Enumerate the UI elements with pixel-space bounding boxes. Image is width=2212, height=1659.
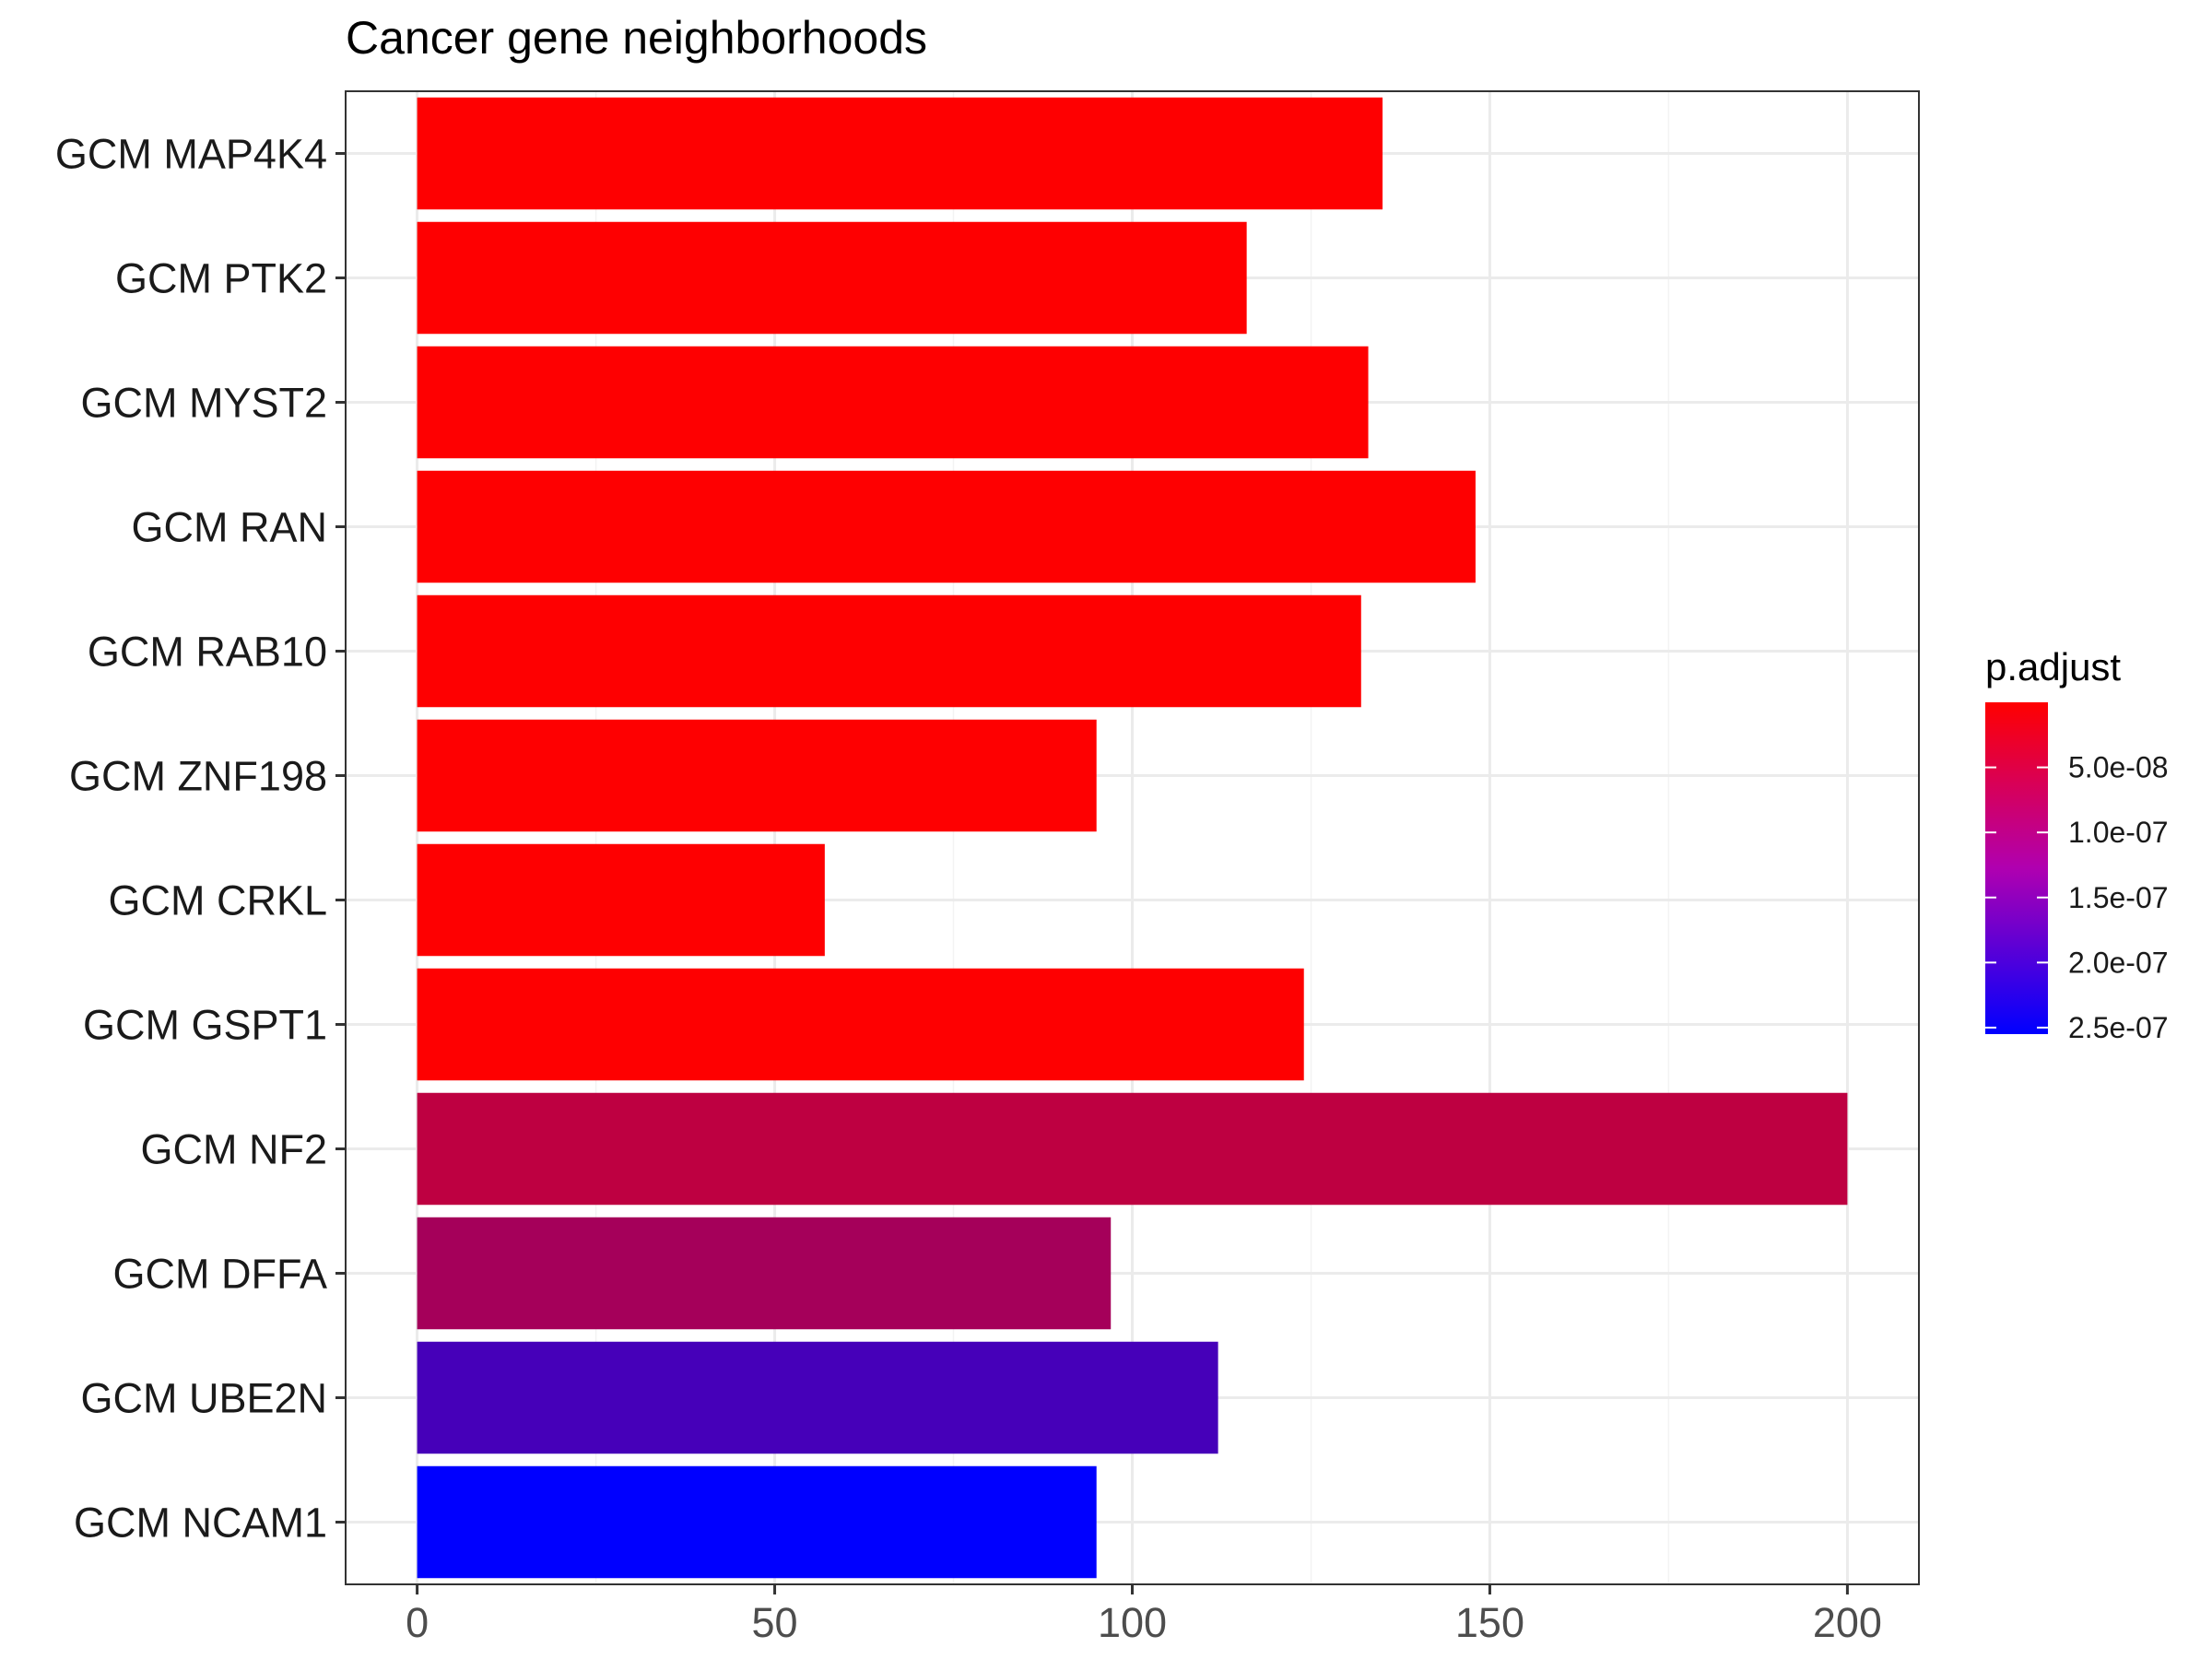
x-tick-label: 200 [1813,1599,1882,1646]
bar [418,1093,1848,1206]
y-tick-label: GCM NF2 [141,1126,328,1173]
y-tick-label: GCM NCAM1 [74,1500,327,1547]
bar [418,471,1476,583]
color-legend: p.adjust 5.0e-08 1.0e-07 1.5e-07 2.0e-07 2.5e… [1985,645,2169,1044]
bar [418,595,1361,708]
bar [418,1342,1218,1454]
y-tick-label: GCM PTK2 [115,255,327,302]
legend-colorbar [1985,702,2048,1034]
bar [418,1466,1097,1579]
x-tick-label: 0 [406,1599,429,1646]
y-tick-label: GCM UBE2N [80,1375,327,1422]
legend-tick-label: 2.5e-07 [2068,1011,2169,1044]
legend-tick-label: 2.0e-07 [2068,946,2169,979]
y-tick-label: GCM RAN [132,504,328,551]
y-tick-label: GCM GSPT1 [83,1002,327,1049]
x-tick-label: 150 [1455,1599,1524,1646]
y-tick-label: GCM CRKL [108,877,327,924]
y-tick-label: GCM RAB10 [88,629,327,676]
y-tick-label: GCM ZNF198 [69,753,327,800]
y-tick-label: GCM DFFA [113,1251,328,1298]
bar [418,1218,1112,1330]
y-tick-label: GCM MAP4K4 [55,131,327,178]
bar [418,347,1369,459]
y-axis: GCM MAP4K4 GCM PTK2 GCM MYST2 GCM RAN GCM RA… [55,131,346,1547]
x-tick-label: 100 [1098,1599,1167,1646]
x-tick-label: 50 [752,1599,798,1646]
bar [418,720,1097,832]
bar [418,969,1304,1081]
legend-tick-label: 1.5e-07 [2068,881,2169,914]
bar [418,98,1382,210]
chart-title: Cancer gene neighborhoods [346,12,927,64]
legend-tick-label: 1.0e-07 [2068,816,2169,849]
bar [418,844,825,957]
x-axis: 0 50 100 150 200 [406,1584,1882,1646]
bar [418,222,1247,335]
legend-tick-label: 5.0e-08 [2068,751,2169,784]
y-tick-label: GCM MYST2 [80,380,327,427]
legend-title: p.adjust [1985,645,2121,688]
